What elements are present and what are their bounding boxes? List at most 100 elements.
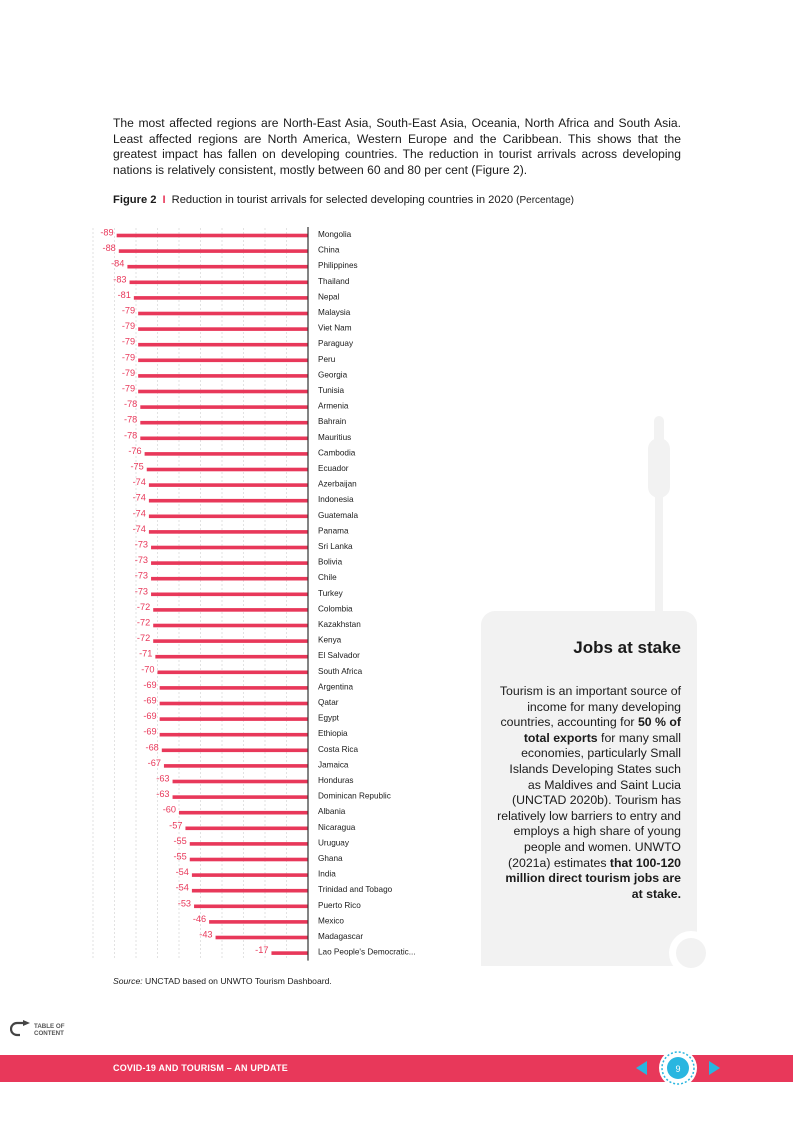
bar-value-label: -78 <box>124 415 137 425</box>
bar-value-label: -69 <box>143 711 156 721</box>
bar-value-label: -17 <box>255 945 268 955</box>
category-label: Nicaragua <box>318 823 356 832</box>
figure-number: Figure 2 <box>113 194 157 206</box>
category-label: Lao People's Democratic... <box>318 948 416 957</box>
bar <box>140 420 308 425</box>
bar-value-label: -69 <box>143 696 156 706</box>
bar-value-label: -74 <box>133 493 146 503</box>
bar-value-label: -79 <box>122 306 135 316</box>
category-label: Kazakhstan <box>318 620 361 629</box>
bar <box>151 561 308 565</box>
previous-page-arrow-icon[interactable] <box>636 1061 647 1075</box>
category-label: El Salvador <box>318 651 360 660</box>
page-badge: 9 <box>659 1049 697 1087</box>
bar <box>138 342 308 347</box>
bar <box>191 888 308 893</box>
category-label: Mexico <box>318 916 344 925</box>
bar <box>153 608 308 612</box>
bar <box>194 904 308 909</box>
bar-value-label: -79 <box>122 368 135 378</box>
next-page-arrow-icon[interactable] <box>709 1061 720 1075</box>
chart-bars: -89 Mongolia -88 China -84 Philippines -83 Thai… <box>100 228 415 957</box>
jobs-text-1: Tourism is an important source of income… <box>499 684 681 730</box>
bar-value-label: -57 <box>169 820 182 830</box>
bar <box>159 701 308 706</box>
bar <box>151 545 308 550</box>
bar <box>189 857 308 862</box>
bar-value-label: -72 <box>137 618 150 628</box>
bar <box>153 639 308 643</box>
category-label: Bolivia <box>318 558 343 567</box>
jobs-bold-1: 50 % of total exports <box>523 715 681 745</box>
bar-value-label: -79 <box>122 384 135 394</box>
category-label: Honduras <box>318 776 354 785</box>
bar <box>163 764 308 768</box>
bar-value-label: -88 <box>103 243 116 253</box>
bar <box>138 389 308 394</box>
category-label: Ecuador <box>318 464 349 473</box>
category-label: Turkey <box>318 589 344 598</box>
category-label: Azerbaijan <box>318 480 357 489</box>
category-label: Qatar <box>318 698 339 707</box>
category-label: Tunisia <box>318 386 345 395</box>
table-of-content-link-icon[interactable] <box>10 1020 32 1038</box>
bar <box>129 280 308 285</box>
category-label: Uruguay <box>318 838 350 847</box>
bar-value-label: -43 <box>199 930 212 940</box>
figure-caption: Reduction in tourist arrivals for select… <box>171 194 514 206</box>
bar <box>161 748 308 753</box>
bar <box>146 467 308 472</box>
category-label: Cambodia <box>318 448 356 457</box>
bar <box>138 327 308 331</box>
bar <box>116 233 309 238</box>
jobs-text-2: for many small economies, particularly S… <box>497 730 681 870</box>
bar-value-label: -79 <box>122 321 135 331</box>
jobs-at-stake-box <box>481 611 697 966</box>
bar <box>189 842 308 846</box>
bar <box>127 264 309 269</box>
bar-value-label: -73 <box>135 555 148 565</box>
bar-value-label: -54 <box>176 883 189 893</box>
category-label: India <box>318 870 336 879</box>
figure-title: Figure 2 I Reduction in tourist arrivals f… <box>113 194 713 206</box>
bar <box>159 717 308 721</box>
decorative-circle-icon <box>669 931 713 975</box>
bar <box>179 810 308 815</box>
source-note: Source: UNCTAD based on UNWTO Tourism Da… <box>113 976 332 986</box>
bar <box>191 873 308 877</box>
category-label: Madagascar <box>318 932 363 941</box>
bar-value-label: -74 <box>133 524 146 534</box>
category-label: Thailand <box>318 277 350 286</box>
bar-value-label: -78 <box>124 399 137 409</box>
bar <box>118 249 308 253</box>
category-label: Ghana <box>318 854 343 863</box>
bar <box>138 311 308 316</box>
bar <box>271 951 308 955</box>
category-label: Sri Lanka <box>318 542 353 551</box>
category-label: Costa Rica <box>318 745 358 754</box>
category-label: Chile <box>318 573 337 582</box>
bar <box>172 795 308 799</box>
category-label: Armenia <box>318 402 349 411</box>
category-label: Nepal <box>318 292 340 301</box>
bar-value-label: -78 <box>124 430 137 440</box>
category-label: Jamaica <box>318 760 349 769</box>
figure-separator: I <box>162 194 166 206</box>
category-label: China <box>318 246 340 255</box>
bar <box>140 405 308 409</box>
bar-value-label: -89 <box>100 228 113 238</box>
bar <box>148 530 308 534</box>
bar-value-label: -68 <box>146 742 159 752</box>
bar <box>151 592 308 597</box>
bar <box>172 779 308 784</box>
bar-value-label: -79 <box>122 352 135 362</box>
bar <box>148 514 308 519</box>
category-label: Kenya <box>318 636 342 645</box>
bar <box>153 623 308 628</box>
jobs-title: Jobs at stake <box>573 638 681 657</box>
decorative-post-icon <box>648 416 670 616</box>
bar-value-label: -63 <box>156 789 169 799</box>
table-of-content-link[interactable]: TABLE OF CONTENT <box>34 1023 74 1037</box>
bar-value-label: -79 <box>122 337 135 347</box>
bar-value-label: -69 <box>143 727 156 737</box>
